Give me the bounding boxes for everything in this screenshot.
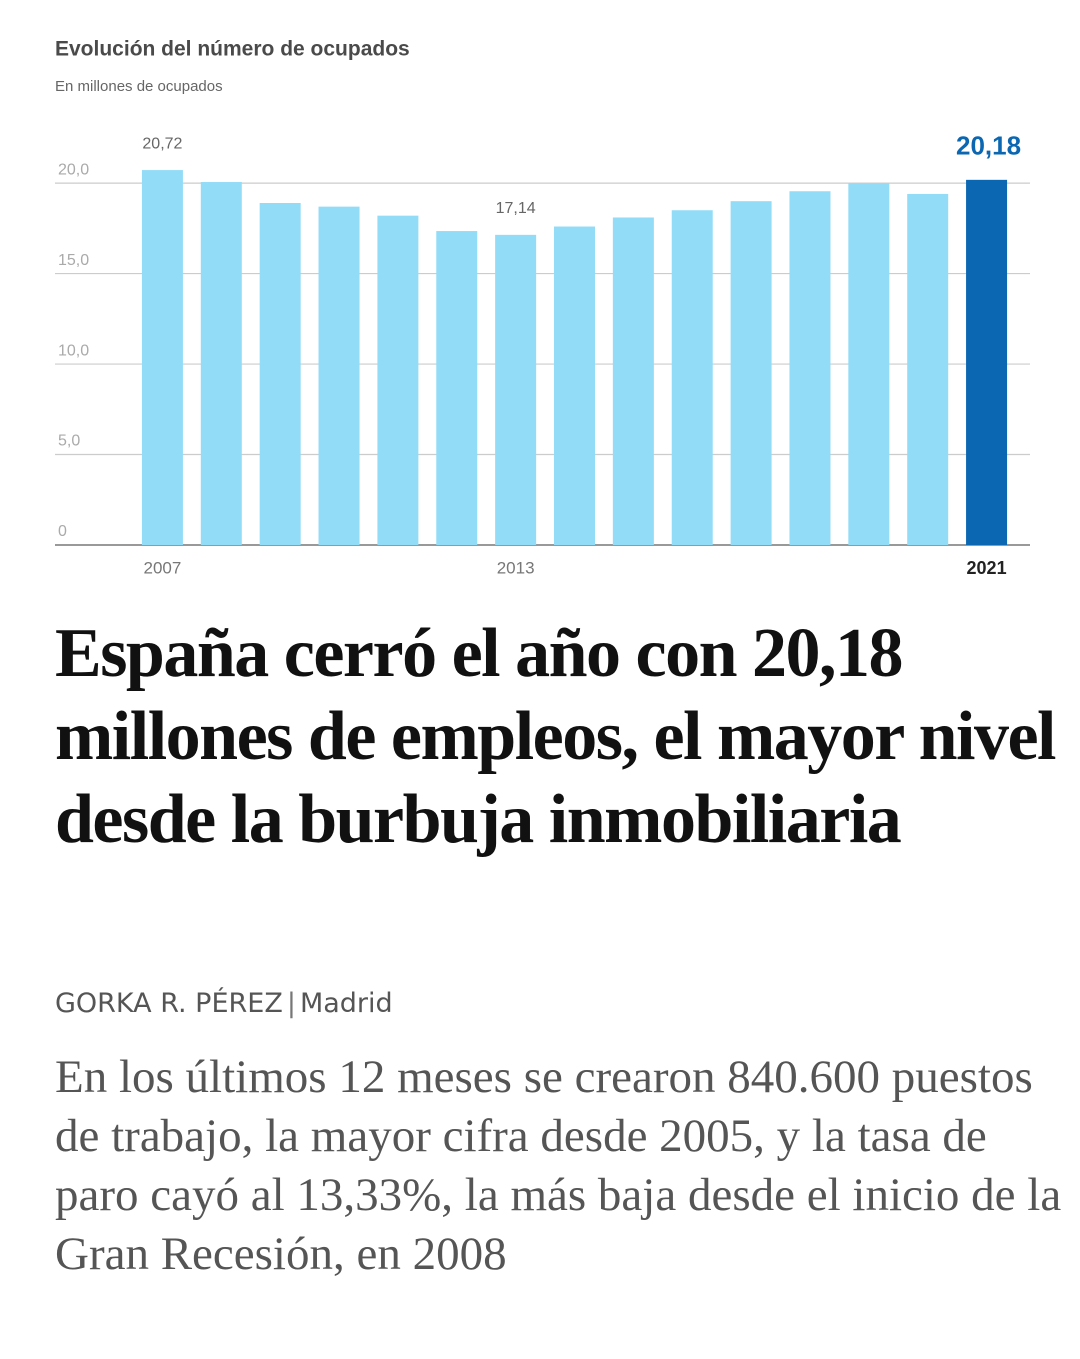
value-label: 17,14	[496, 200, 536, 217]
lede: En los últimos 12 meses se crearon 840.6…	[55, 1051, 1062, 1280]
chart: Evolución del número de ocupados En mill…	[55, 38, 1030, 578]
y-tick-label: 0	[58, 523, 67, 540]
bar	[259, 203, 301, 545]
bar	[318, 206, 360, 545]
bar	[200, 182, 242, 545]
bar	[907, 193, 949, 545]
x-tick-label: 2007	[144, 558, 182, 577]
bar	[495, 234, 537, 545]
bar	[612, 217, 654, 545]
bar	[789, 191, 831, 545]
bar	[730, 201, 772, 545]
x-tick-label: 2013	[497, 558, 535, 577]
value-label: 20,18	[956, 131, 1021, 161]
y-tick-label: 20,0	[58, 161, 89, 178]
bar	[966, 179, 1008, 546]
chart-title: Evolución del número de ocupados	[55, 38, 410, 61]
x-tick-label: 2021	[967, 558, 1007, 578]
author: GORKA R. PÉREZ	[55, 988, 283, 1019]
value-label: 20,72	[142, 135, 182, 152]
bar	[141, 170, 183, 546]
location: Madrid	[299, 988, 393, 1019]
chart-subtitle: En millones de ocupados	[55, 78, 223, 95]
bar	[671, 210, 713, 545]
y-tick-label: 5,0	[58, 433, 80, 450]
bar	[848, 183, 890, 545]
bar	[377, 215, 419, 545]
byline: GORKA R. PÉREZ | Madrid	[55, 988, 393, 1019]
bar	[554, 226, 595, 545]
bar	[436, 231, 478, 546]
headline: España cerró el año con 20,18 millones d…	[55, 615, 1057, 858]
separator: |	[286, 988, 296, 1019]
y-tick-label: 10,0	[58, 342, 89, 359]
y-tick-label: 15,0	[58, 252, 89, 269]
